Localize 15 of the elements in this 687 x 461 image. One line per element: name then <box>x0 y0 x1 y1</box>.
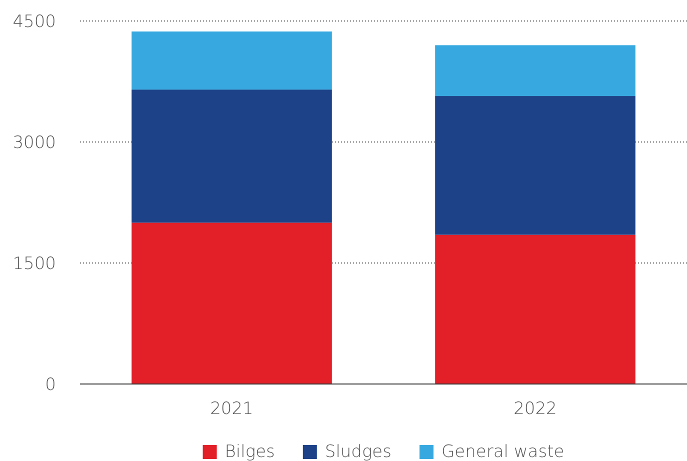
bar <box>132 90 332 223</box>
y-tick-label: 3000 <box>12 132 56 153</box>
legend-label: General waste <box>442 442 564 461</box>
x-tick-label: 2021 <box>210 399 254 419</box>
bar <box>132 31 332 90</box>
bar <box>435 45 636 96</box>
bar <box>435 234 636 384</box>
y-tick-label: 0 <box>45 374 56 395</box>
y-tick-label: 4500 <box>12 12 56 32</box>
legend-label: Sludges <box>324 442 392 461</box>
bar <box>132 222 332 384</box>
y-tick-label: 1500 <box>12 254 56 274</box>
x-tick-label: 2022 <box>514 399 557 419</box>
legend-label: Bilges <box>224 442 275 461</box>
bar <box>435 96 636 235</box>
